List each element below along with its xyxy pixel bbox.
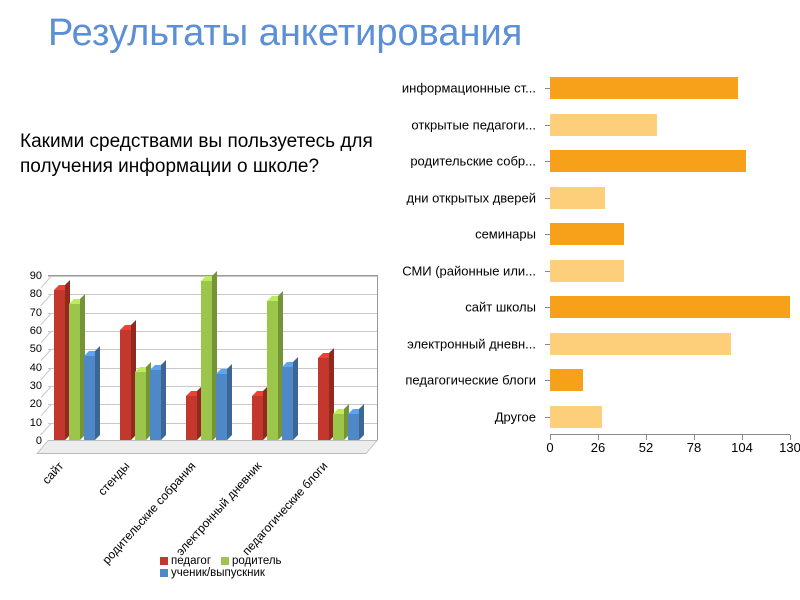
hbar-bar <box>550 369 583 391</box>
vbar-bar <box>267 301 278 440</box>
hbar-bar <box>550 296 790 318</box>
hbar-xtick-label: 104 <box>731 440 753 455</box>
hbar-row: родительские собр... <box>550 143 790 180</box>
hbar-bar <box>550 77 738 99</box>
hbar-row: открытые педагоги... <box>550 107 790 144</box>
legend-label: ученик/выпускник <box>171 567 265 579</box>
hbar-label: электронный дневн... <box>395 336 540 351</box>
hbar-label: сайт школы <box>395 300 540 315</box>
hbar-ytick <box>545 380 550 381</box>
hbar-row: Другое <box>550 399 790 436</box>
hbar-row: сайт школы <box>550 289 790 326</box>
hbar-bar <box>550 406 602 428</box>
hbar-ytick <box>545 88 550 89</box>
vbar-grid-side <box>41 386 52 398</box>
vbar-ytick-label: 30 <box>20 380 42 392</box>
hbar-label: информационные ст... <box>395 81 540 96</box>
question-text: Какими средствами вы пользуетесь для пол… <box>20 130 380 179</box>
hbar-bar <box>550 333 731 355</box>
vbar-floor <box>36 440 378 454</box>
hbar-ytick <box>545 198 550 199</box>
hbar-label: педагогические блоги <box>395 373 540 388</box>
legend-item: ученик/выпускник <box>160 567 265 579</box>
vbar-bar <box>69 304 80 440</box>
vbar-group <box>120 275 186 440</box>
vbar-grid-side <box>41 423 52 435</box>
hbar-bar <box>550 114 657 136</box>
hbar-bar <box>550 187 605 209</box>
vbar-grid-side <box>41 313 52 325</box>
hbar-chart: информационные ст...открытые педагоги...… <box>405 70 795 475</box>
vbar-bar <box>333 414 344 440</box>
vbar-grid-side <box>41 368 52 380</box>
hbar-ytick <box>545 161 550 162</box>
hbar-xtick-label: 26 <box>591 440 605 455</box>
vbar-bar <box>186 396 197 440</box>
vbar-grid-side <box>41 276 52 288</box>
hbar-label: Другое <box>395 409 540 424</box>
vbar-chart: 0102030405060708090 педагогродительучени… <box>20 275 390 585</box>
vbar-ytick-label: 80 <box>20 288 42 300</box>
vbar-bar <box>150 370 161 440</box>
hbar-label: СМИ (районные или... <box>395 263 540 278</box>
hbar-ytick <box>545 344 550 345</box>
vbar-ytick-label: 90 <box>20 270 42 282</box>
hbar-ytick <box>545 234 550 235</box>
vbar-bar <box>282 367 293 440</box>
hbar-label: открытые педагоги... <box>395 117 540 132</box>
vbar-ytick-label: 50 <box>20 343 42 355</box>
vbar-ytick-label: 0 <box>20 435 42 447</box>
hbar-bar <box>550 223 624 245</box>
vbar-group <box>252 275 318 440</box>
hbar-label: семинары <box>395 227 540 242</box>
vbar-group <box>186 275 252 440</box>
vbar-legend: педагогродительученик/выпускник <box>160 555 390 579</box>
hbar-plot-area: информационные ст...открытые педагоги...… <box>550 70 790 435</box>
vbar-plot-area: 0102030405060708090 <box>48 275 378 440</box>
vbar-bar <box>84 356 95 440</box>
vbar-bar <box>348 414 359 440</box>
hbar-ytick <box>545 417 550 418</box>
hbar-xtick-label: 130 <box>779 440 800 455</box>
hbar-row: СМИ (районные или... <box>550 253 790 290</box>
hbar-xtick-label: 78 <box>687 440 701 455</box>
vbar-ytick-label: 20 <box>20 398 42 410</box>
vbar-bar <box>135 372 146 440</box>
hbar-row: электронный дневн... <box>550 326 790 363</box>
page-title: Результаты анкетирования <box>48 12 522 55</box>
hbar-xtick-label: 0 <box>546 440 553 455</box>
vbar-grid-side <box>41 349 52 361</box>
legend-swatch <box>160 569 168 577</box>
vbar-bar <box>318 358 329 441</box>
hbar-row: дни открытых дверей <box>550 180 790 217</box>
hbar-row: семинары <box>550 216 790 253</box>
hbar-label: родительские собр... <box>395 154 540 169</box>
vbar-ytick-label: 70 <box>20 307 42 319</box>
vbar-bar <box>216 374 227 440</box>
hbar-ytick <box>545 125 550 126</box>
vbar-ytick-label: 10 <box>20 417 42 429</box>
vbar-bar <box>201 281 212 441</box>
hbar-ytick <box>545 307 550 308</box>
hbar-row: педагогические блоги <box>550 362 790 399</box>
hbar-label: дни открытых дверей <box>395 190 540 205</box>
vbar-group <box>54 275 120 440</box>
vbar-bar <box>120 330 131 440</box>
vbar-grid-side <box>41 294 52 306</box>
vbar-ytick-label: 60 <box>20 325 42 337</box>
hbar-row: информационные ст... <box>550 70 790 107</box>
hbar-bar <box>550 260 624 282</box>
hbar-xtick-label: 52 <box>639 440 653 455</box>
vbar-group <box>318 275 384 440</box>
hbar-bar <box>550 150 746 172</box>
vbar-bar <box>54 290 65 440</box>
vbar-bar <box>252 396 263 440</box>
vbar-xtick-label: сайт <box>0 459 66 572</box>
vbar-grid-side <box>41 331 52 343</box>
vbar-ytick-label: 40 <box>20 362 42 374</box>
hbar-ytick <box>545 271 550 272</box>
vbar-grid-side <box>41 404 52 416</box>
